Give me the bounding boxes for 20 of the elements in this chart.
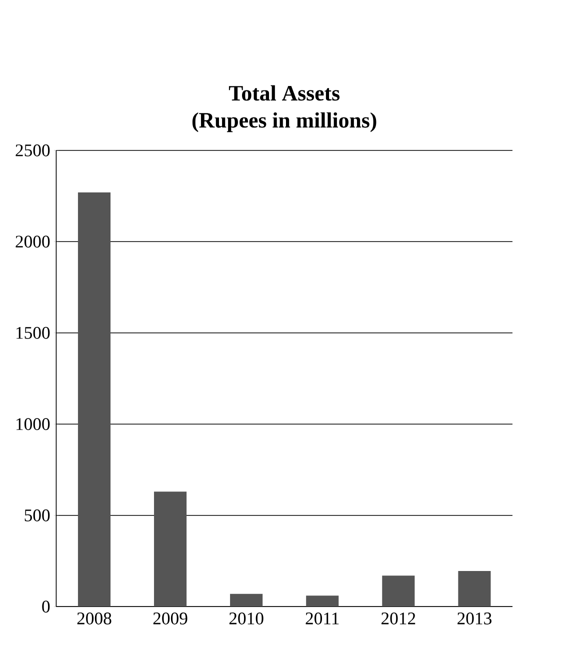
x-tick-label: 2013 [457,612,492,624]
bar [230,594,263,607]
y-tick-label: 0 [42,600,50,613]
y-tick-label: 1000 [16,418,50,430]
x-tick-label: 2009 [153,612,188,624]
y-tick-label: 1500 [16,326,50,339]
x-tick-label: 2011 [306,612,339,624]
chart-title: Total Assets [228,85,340,101]
bar [458,571,491,607]
x-tick-label: 2008 [77,612,112,624]
bar [306,596,339,607]
x-tick-label: 2010 [229,612,264,624]
bar [382,576,415,607]
chart-subtitle: (Rupees in millions) [192,112,376,132]
y-tick-label: 500 [24,509,50,522]
bar [154,492,186,607]
x-tick-label: 2012 [381,612,416,624]
y-tick-label: 2000 [16,236,50,248]
bar [78,192,110,607]
y-tick-label: 2500 [16,144,50,156]
